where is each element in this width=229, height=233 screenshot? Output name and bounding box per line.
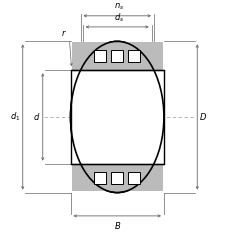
Text: $d_s$: $d_s$ — [114, 11, 124, 24]
Bar — [71, 42, 162, 70]
Text: $n_s$: $n_s$ — [114, 1, 124, 12]
Bar — [94, 50, 106, 62]
Text: $E$: $E$ — [136, 105, 144, 116]
Bar — [70, 70, 163, 164]
Text: $D$: $D$ — [199, 111, 207, 123]
Bar — [111, 50, 123, 62]
Bar — [127, 50, 139, 62]
Text: $d_1$: $d_1$ — [10, 111, 20, 123]
Ellipse shape — [70, 41, 163, 192]
Bar — [71, 164, 162, 192]
Bar — [127, 172, 139, 184]
Bar — [94, 172, 106, 184]
Text: $r$: $r$ — [61, 28, 67, 38]
Text: $d$: $d$ — [33, 111, 40, 123]
Bar — [111, 172, 123, 184]
Text: $B$: $B$ — [113, 220, 120, 231]
